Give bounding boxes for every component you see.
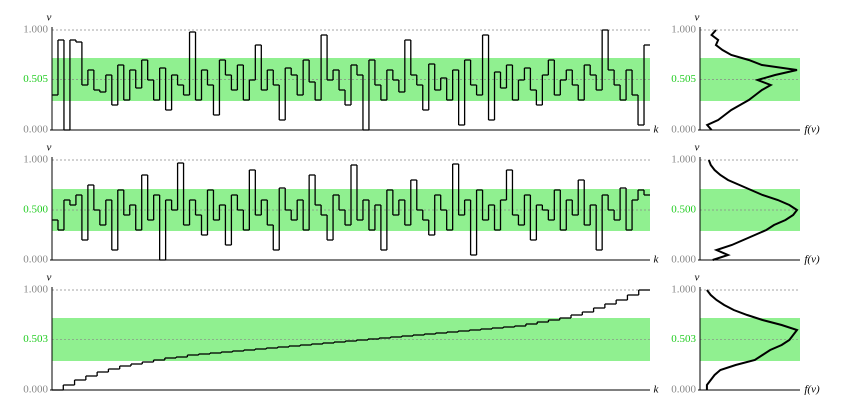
- y-axis-label: v: [695, 12, 700, 24]
- y-tick-label: 0.000: [23, 124, 48, 136]
- x-axis-label: f(v): [804, 384, 820, 396]
- x-axis-label: k: [654, 384, 660, 396]
- y-tick-label: 0.500: [23, 204, 48, 216]
- y-axis-label: v: [47, 142, 52, 154]
- y-axis-label: v: [47, 12, 52, 24]
- y-tick-label: 0.000: [671, 254, 696, 266]
- y-tick-label: 1.000: [671, 284, 696, 296]
- y-tick-label: 1.000: [23, 24, 48, 36]
- y-tick-label: 0.000: [23, 254, 48, 266]
- y-tick-label: 0.505: [671, 73, 696, 85]
- y-tick-label: 0.503: [23, 333, 48, 345]
- y-tick-label: 0.000: [671, 384, 696, 396]
- y-tick-label: 0.000: [671, 124, 696, 136]
- y-axis-label: v: [695, 142, 700, 154]
- y-tick-label: 0.505: [23, 73, 48, 85]
- density-line: [707, 159, 799, 261]
- x-axis-label: k: [654, 124, 660, 136]
- x-axis-label: f(v): [804, 254, 820, 266]
- x-axis-label: f(v): [804, 124, 820, 136]
- y-tick-label: 0.503: [671, 333, 696, 345]
- density-line: [705, 29, 798, 131]
- density-line: [705, 289, 799, 390]
- y-axis-label: v: [47, 272, 52, 284]
- y-tick-label: 0.500: [671, 204, 696, 216]
- y-tick-label: 0.000: [23, 384, 48, 396]
- x-axis-label: k: [654, 254, 660, 266]
- y-tick-label: 1.000: [671, 154, 696, 166]
- y-tick-label: 1.000: [23, 284, 48, 296]
- band: [52, 318, 650, 361]
- y-axis-label: v: [695, 272, 700, 284]
- y-tick-label: 1.000: [23, 154, 48, 166]
- y-tick-label: 1.000: [671, 24, 696, 36]
